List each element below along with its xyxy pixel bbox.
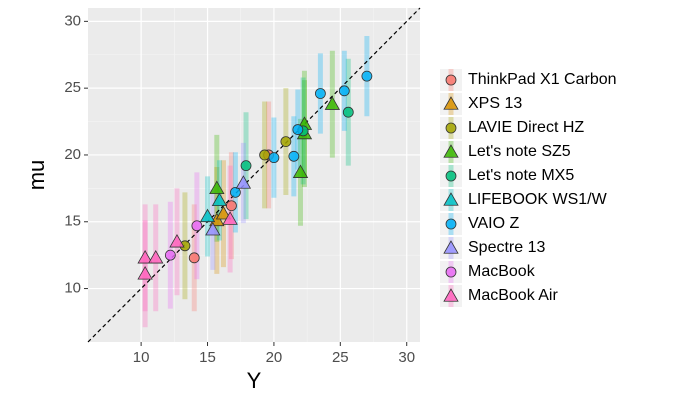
legend-key [443, 96, 459, 110]
legend-label: MacBook Air [468, 287, 558, 304]
point [199, 208, 216, 223]
y-tick-label: 30 [64, 12, 81, 29]
point [338, 85, 350, 97]
point [211, 192, 228, 207]
point [280, 136, 292, 148]
point [259, 149, 271, 161]
legend-label: MacBook [468, 263, 536, 280]
legend-label: XPS 13 [468, 95, 522, 112]
legend-label: Spectre 13 [468, 239, 545, 256]
legend-key [443, 192, 459, 206]
point [215, 205, 232, 220]
x-tick-label: 10 [133, 349, 150, 366]
y-tick-label: 10 [64, 280, 81, 297]
legend-label: Let's note SZ5 [468, 143, 571, 160]
y-tick-label: 15 [64, 213, 81, 230]
x-tick-label: 30 [398, 349, 415, 366]
point [292, 164, 309, 178]
point [292, 124, 304, 135]
x-tick-label: 15 [199, 349, 216, 366]
reference-line [87, 7, 421, 343]
point [148, 250, 164, 264]
point [235, 175, 252, 189]
point [191, 220, 203, 232]
legend-key [445, 266, 457, 278]
y-axis-title: mu [24, 160, 49, 191]
y-tick-label: 25 [64, 79, 81, 96]
point [230, 186, 241, 198]
legend-key [445, 122, 457, 134]
point [361, 70, 373, 82]
point [205, 221, 221, 236]
legend-key [445, 170, 457, 182]
point [222, 211, 238, 225]
point [188, 252, 200, 264]
legend: ThinkPad X1 Carbon XPS 13 LAVIE Direct HZ L… [440, 69, 617, 307]
point [268, 152, 280, 164]
legend-label: LAVIE Direct HZ [468, 119, 584, 136]
point [342, 106, 354, 118]
legend-label: Let's note MX5 [468, 167, 574, 184]
point [324, 96, 341, 110]
point [226, 200, 237, 212]
point [164, 249, 176, 261]
legend-key [445, 218, 457, 230]
point [314, 88, 326, 99]
point [169, 233, 185, 248]
y-tick-label: 20 [64, 146, 81, 163]
point [137, 266, 153, 280]
x-tick-label: 20 [266, 349, 283, 366]
legend-key [443, 144, 459, 158]
legend-label: LIFEBOOK WS1/W [468, 191, 608, 208]
legend-key [445, 74, 457, 86]
point [240, 160, 252, 172]
legend-key [443, 288, 459, 302]
legend-label: ThinkPad X1 Carbon [468, 71, 617, 88]
x-tick-label: 25 [332, 349, 349, 366]
point [209, 180, 225, 195]
legend-label: VAIO Z [468, 215, 519, 232]
point [288, 150, 300, 162]
point [137, 250, 153, 264]
legend-key [443, 240, 459, 254]
x-axis-title: Y [247, 368, 262, 393]
